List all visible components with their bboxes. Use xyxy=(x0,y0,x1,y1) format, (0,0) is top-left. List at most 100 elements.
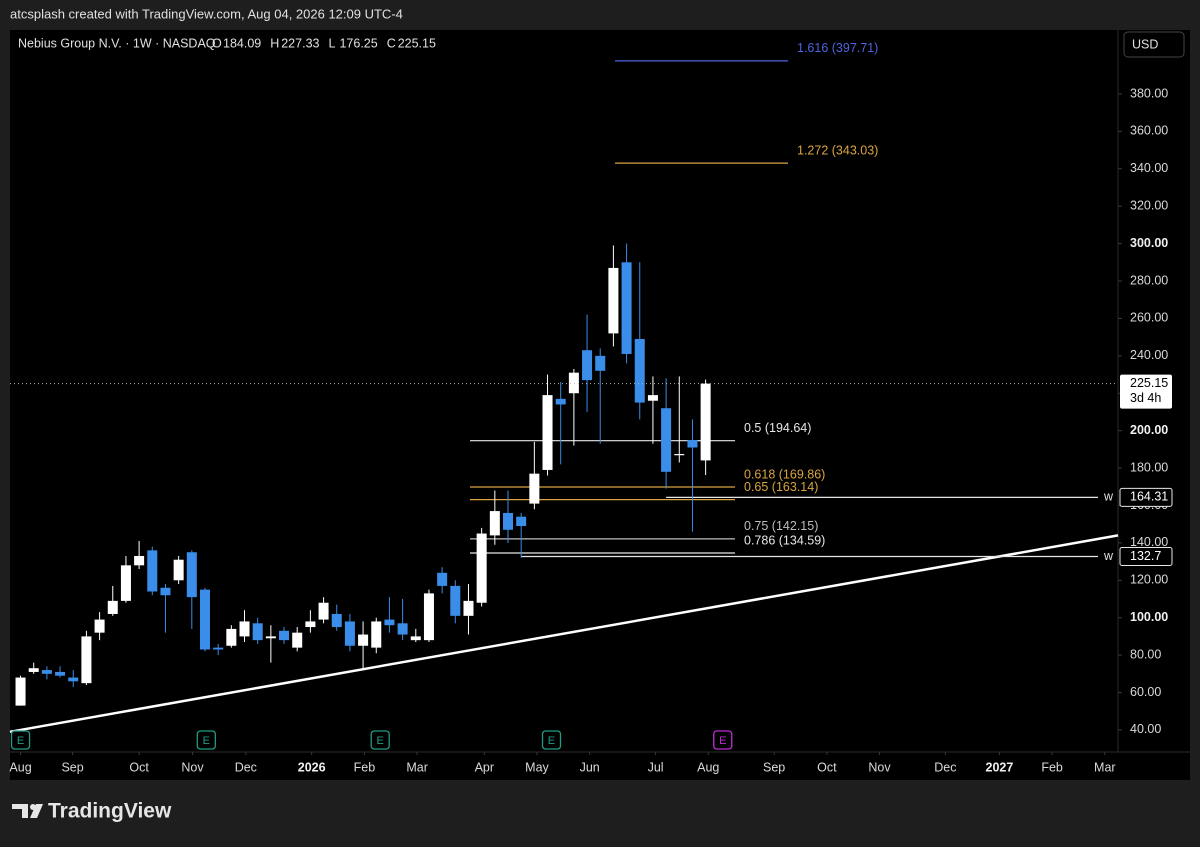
candle-body xyxy=(687,440,698,448)
x-tick-label: Feb xyxy=(354,760,376,774)
brand-logo: TradingView xyxy=(12,800,172,823)
candle-body xyxy=(358,634,369,646)
x-tick-label: Sep xyxy=(763,760,785,774)
candle-body xyxy=(265,636,276,639)
y-tick-label: 340.00 xyxy=(1130,161,1168,175)
y-tick-label: 180.00 xyxy=(1130,460,1168,474)
event-label: E xyxy=(203,735,210,747)
x-tick-label: Sep xyxy=(61,760,83,774)
candle-body xyxy=(489,511,500,536)
candle-body xyxy=(134,555,145,566)
y-tick-label: 200.00 xyxy=(1130,423,1168,437)
candle-body xyxy=(410,636,421,641)
candle-body xyxy=(529,473,540,504)
candle-body xyxy=(437,572,448,586)
brand: TradingView xyxy=(48,800,172,823)
y-tick-label: 40.00 xyxy=(1130,722,1161,736)
ohlc-value: 227.33 xyxy=(281,36,319,50)
candle-body xyxy=(555,398,566,405)
candle-body xyxy=(41,670,52,674)
candle-body xyxy=(239,621,250,637)
x-tick-label: Aug xyxy=(697,760,719,774)
candle-body xyxy=(292,632,303,648)
candle-body xyxy=(634,339,645,403)
y-tick-label: 60.00 xyxy=(1130,685,1161,699)
symbol: Nebius Group N.V. · 1W · NASDAQ xyxy=(18,36,216,50)
x-tick-label: Nov xyxy=(868,760,891,774)
level-tag: w xyxy=(1103,490,1114,504)
y-tick-label: 120.00 xyxy=(1130,573,1168,587)
candle-body xyxy=(661,408,672,472)
candle-body xyxy=(213,647,224,650)
level-price-box xyxy=(1119,487,1173,507)
x-tick-label: Aug xyxy=(9,760,31,774)
candle-body xyxy=(305,621,316,628)
candle-body xyxy=(450,585,461,616)
fib-label: 1.616 (397.71) xyxy=(797,41,878,55)
candle-body xyxy=(186,552,197,598)
event-marker xyxy=(10,730,31,750)
candle-body xyxy=(608,267,619,334)
y-tick-label: 100.00 xyxy=(1130,610,1168,624)
event-label: E xyxy=(17,735,24,747)
y-tick-label: 280.00 xyxy=(1130,273,1168,287)
fib-label: 0.65 (163.14) xyxy=(744,480,818,494)
event-label: E xyxy=(719,735,726,747)
level-price-box xyxy=(1119,547,1173,567)
countdown: 3d 4h xyxy=(1130,391,1161,405)
x-tick-label: Jul xyxy=(648,760,664,774)
fib-label: 0.618 (169.86) xyxy=(744,467,825,481)
candle-body xyxy=(160,587,171,596)
level-price: 164.31 xyxy=(1130,490,1168,504)
candle-body xyxy=(94,619,105,633)
ohlc-label: H xyxy=(270,36,279,50)
ohlc-value: 176.25 xyxy=(339,36,377,50)
fib-label: 0.75 (142.15) xyxy=(744,519,818,533)
candle-body xyxy=(647,395,658,401)
level-tag: w xyxy=(1103,549,1114,563)
y-tick-label: 260.00 xyxy=(1130,311,1168,325)
candle-body xyxy=(68,677,79,682)
y-tick-label: 360.00 xyxy=(1130,124,1168,138)
fib-label: 0.786 (134.59) xyxy=(744,533,825,547)
candle-body xyxy=(371,621,382,648)
candle-body xyxy=(199,589,210,650)
candle-body xyxy=(55,671,66,676)
candle-body xyxy=(120,565,131,601)
candle-body xyxy=(344,621,355,646)
candle-body xyxy=(542,395,553,470)
candle-body xyxy=(568,372,579,394)
candle-body xyxy=(147,550,158,592)
last-price-box xyxy=(1120,374,1172,409)
logo-dot xyxy=(30,804,36,810)
candle-body xyxy=(81,636,92,684)
candle-body xyxy=(423,593,434,641)
level-price: 132.7 xyxy=(1130,549,1161,563)
candle-body xyxy=(252,623,263,641)
event-label: E xyxy=(377,735,384,747)
y-tick-label: 380.00 xyxy=(1130,86,1168,100)
candle-body xyxy=(503,512,514,530)
event-marker xyxy=(713,730,733,750)
currency-button[interactable] xyxy=(1123,31,1185,58)
ohlc-value: 225.15 xyxy=(398,36,436,50)
candle-body xyxy=(279,630,290,641)
ohlc-value: 184.09 xyxy=(223,36,261,50)
currency[interactable]: USD xyxy=(1132,37,1158,51)
event-label: E xyxy=(548,735,555,747)
candle-body xyxy=(476,533,487,603)
event-marker xyxy=(541,730,562,750)
candle-body xyxy=(173,559,184,581)
x-tick-label: Oct xyxy=(129,760,149,774)
x-tick-label: Feb xyxy=(1041,760,1063,774)
candle-body xyxy=(331,613,342,628)
ohlc-label: O xyxy=(212,36,222,50)
fib-label: 0.5 (194.64) xyxy=(744,421,811,435)
x-tick-label: Oct xyxy=(817,760,837,774)
y-tick-label: 300.00 xyxy=(1130,236,1168,250)
event-marker xyxy=(196,730,216,750)
trendline xyxy=(9,534,1119,734)
x-tick-label: Mar xyxy=(1094,760,1116,774)
